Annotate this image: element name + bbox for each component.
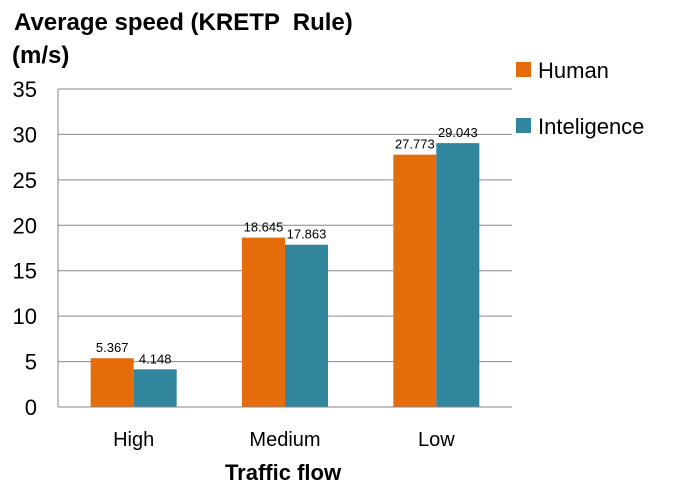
bar xyxy=(133,369,177,407)
chart-title: Average speed (KRETP Rule) xyxy=(14,9,353,36)
y-tick-label: 5 xyxy=(25,350,37,375)
data-label: 18.645 xyxy=(244,220,284,235)
legend-swatch xyxy=(516,118,531,133)
legend: Human Inteligence xyxy=(516,58,644,139)
y-tick-label: 10 xyxy=(13,304,37,329)
y-tick-label: 35 xyxy=(13,77,37,102)
legend-label: Inteligence xyxy=(538,114,644,139)
data-label: 17.863 xyxy=(287,227,327,242)
y-axis-label: (m/s) xyxy=(12,42,69,69)
y-tick-label: 20 xyxy=(13,213,37,238)
bars xyxy=(90,143,480,407)
axes: 0 5 10 15 20 25 30 35 High Medium Low xyxy=(13,77,512,451)
data-label: 27.773 xyxy=(395,137,435,152)
y-tick-label: 0 xyxy=(25,395,37,420)
legend-swatch xyxy=(516,62,531,77)
bar xyxy=(436,143,480,407)
bar xyxy=(285,244,328,407)
y-tick-label: 25 xyxy=(13,168,37,193)
x-axis-label: Traffic flow xyxy=(225,460,342,485)
bar xyxy=(393,154,437,407)
x-tick-label: Low xyxy=(418,429,455,451)
data-label: 4.148 xyxy=(139,351,172,366)
data-label: 5.367 xyxy=(96,340,129,355)
legend-label: Human xyxy=(538,58,609,83)
x-tick-label: High xyxy=(113,429,154,451)
y-tick-label: 30 xyxy=(13,122,37,147)
y-tick-label: 15 xyxy=(13,259,37,284)
bar xyxy=(242,237,285,407)
x-tick-label: Medium xyxy=(249,429,320,451)
bar xyxy=(90,358,134,407)
data-label: 29.043 xyxy=(438,125,478,140)
